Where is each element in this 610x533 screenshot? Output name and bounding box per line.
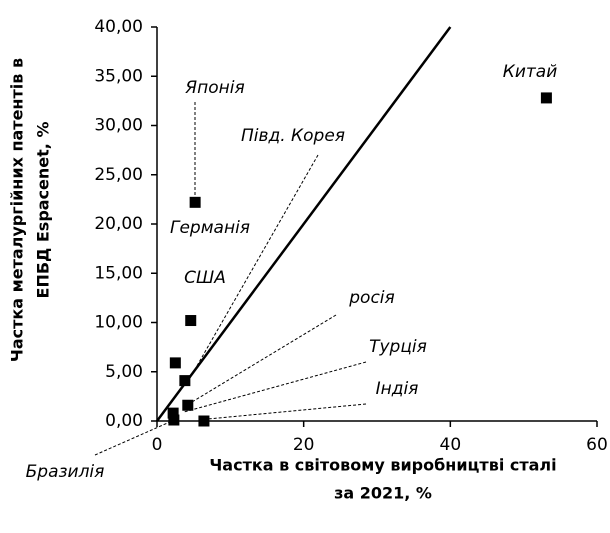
y-tick-label: 20,00 xyxy=(94,214,143,234)
point-label: Бразилія xyxy=(26,462,105,482)
leader-line xyxy=(207,403,367,420)
x-axis-title: Частка в світовому виробництві сталі xyxy=(209,456,556,475)
y-tick-label: 30,00 xyxy=(94,116,143,136)
y-tick-label: 40,00 xyxy=(94,17,143,37)
x-axis-title: за 2021, % xyxy=(334,484,432,503)
point-label: США xyxy=(184,268,226,288)
y-tick-label: 35,00 xyxy=(94,66,143,86)
y-axis-title: ЕПБД Espacenet, % xyxy=(34,122,53,299)
point xyxy=(198,415,210,427)
point xyxy=(167,407,179,419)
point-label: Індія xyxy=(376,379,419,399)
y-tick-label: 25,00 xyxy=(94,165,143,185)
leader-line xyxy=(189,154,319,379)
point-label: Германія xyxy=(170,218,250,238)
point xyxy=(168,414,180,426)
point xyxy=(185,315,197,327)
leader-line xyxy=(191,314,337,403)
leader-line xyxy=(94,420,173,456)
x-tick-label: 20 xyxy=(293,435,315,455)
point-label: Турція xyxy=(369,337,427,357)
x-tick-label: 0 xyxy=(152,435,163,455)
y-axis-title: Частка металургійних патентів в xyxy=(8,58,27,362)
point xyxy=(182,399,194,411)
point-label: Півд. Корея xyxy=(241,126,345,146)
y-tick-label: 5,00 xyxy=(105,362,143,382)
point xyxy=(179,375,191,387)
point xyxy=(540,92,552,104)
reference-line xyxy=(155,26,452,422)
point-label: росія xyxy=(348,288,395,308)
x-tick-label: 40 xyxy=(440,435,462,455)
y-tick-label: 10,00 xyxy=(94,313,143,333)
y-tick-label: 0,00 xyxy=(105,411,143,431)
point-label: Японія xyxy=(184,78,244,98)
point xyxy=(169,357,181,369)
point xyxy=(189,196,201,208)
leader-line xyxy=(183,361,367,413)
point-label: Китай xyxy=(503,62,558,82)
x-tick-label: 60 xyxy=(586,435,608,455)
y-tick-label: 15,00 xyxy=(94,263,143,283)
